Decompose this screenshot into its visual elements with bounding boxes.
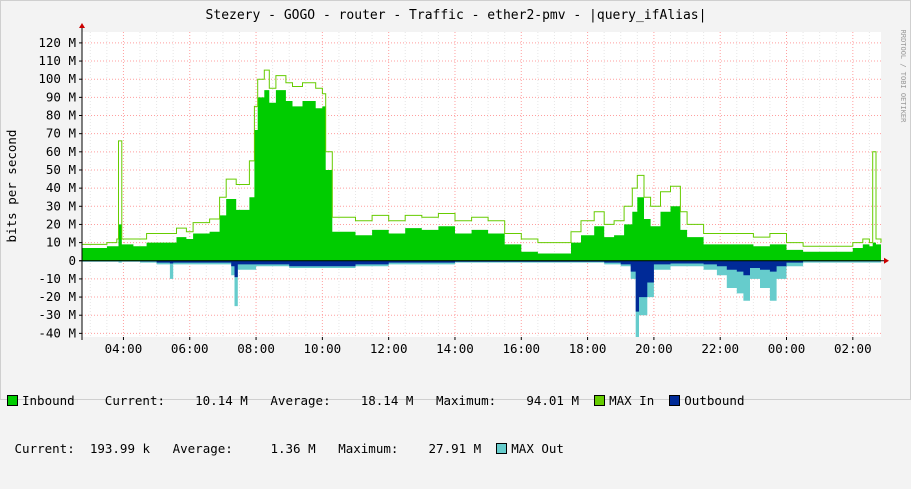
- chart-title: Stezery - GOGO - router - Traffic - ethe…: [206, 8, 707, 23]
- y-tick-label: -20 M: [38, 289, 76, 304]
- y-tick-label: -40 M: [38, 325, 76, 340]
- graph-frame: Stezery - GOGO - router - Traffic - ethe…: [0, 0, 911, 456]
- legend-outbound-maximum-value: 27.91 M: [428, 441, 482, 456]
- legend-inbound-maximum-label: Maximum:: [435, 393, 497, 408]
- y-tick-label: 100 M: [38, 71, 76, 86]
- legend-outbound-current-label: Current:: [14, 441, 75, 456]
- grid-lines: [82, 32, 881, 337]
- series-layer: [82, 69, 882, 337]
- y-tick-label: -10 M: [38, 271, 76, 286]
- y-tick-label: -30 M: [38, 307, 76, 322]
- legend-outbound-maximum-label: Maximum:: [338, 441, 399, 456]
- y-tick-label: 40 M: [46, 180, 76, 195]
- y-tick-label: 60 M: [46, 144, 76, 159]
- legend-inbound-average-label: Average:: [270, 393, 331, 408]
- legend-outbound-average-value: 1.36 M: [270, 441, 316, 456]
- x-tick-label: 18:00: [569, 341, 607, 356]
- y-tick-label: 50 M: [46, 162, 76, 177]
- legend-outbound-label: Outbound: [684, 393, 745, 408]
- legend-inbound-current-value: 10.14 M: [195, 393, 248, 408]
- y-tick-labels: 120 M 110 M 100 M 90 M 80 M 70 M 60 M 50 M 40 M 3…: [38, 35, 76, 340]
- x-tick-labels: 04:00 06:00 08:00 10:00 12:00 14:00 16:00 18:00…: [105, 341, 872, 356]
- y-tick-label: 10 M: [46, 235, 76, 250]
- legend-outbound-average-label: Average:: [172, 441, 233, 456]
- x-tick-label: 06:00: [171, 341, 209, 356]
- y-tick-label: 20 M: [46, 216, 76, 231]
- x-tick-label: 10:00: [304, 341, 342, 356]
- x-tick-label: 16:00: [502, 341, 540, 356]
- x-tick-label: 14:00: [436, 341, 474, 356]
- max-in-swatch: [594, 395, 606, 406]
- x-tick-label: 04:00: [105, 341, 143, 356]
- legend-inbound-average-value: 18.14 M: [360, 393, 414, 408]
- inbound-swatch: [7, 395, 18, 406]
- y-tick-label: 0: [68, 253, 76, 268]
- legend-inbound-label: Inbound: [22, 393, 75, 408]
- x-axis-arrow: [884, 257, 889, 264]
- y-tick-label: 70 M: [46, 126, 76, 141]
- rrdtool-watermark: RRDTOOL / TOBI OETIKER: [899, 30, 907, 124]
- max-out-swatch: [496, 443, 508, 454]
- axes-layer: [79, 23, 889, 340]
- legend: Inbound Current: 10.14 M Average: 18.14 …: [7, 361, 907, 489]
- legend-row-outbound: Current: 193.99 k Average: 1.36 M Maximu…: [7, 441, 907, 457]
- y-tick-label: 30 M: [46, 198, 76, 213]
- y-axis-label: bits per second: [4, 130, 19, 243]
- series-max-in-line: [82, 69, 882, 247]
- x-tick-label: 22:00: [701, 341, 739, 356]
- traffic-chart: Stezery - GOGO - router - Traffic - ethe…: [4, 8, 907, 356]
- x-tick-label: 12:00: [370, 341, 408, 356]
- x-tick-label: 08:00: [237, 341, 275, 356]
- legend-max-out-label: MAX Out: [511, 441, 564, 456]
- y-tick-label: 80 M: [46, 108, 76, 123]
- x-tick-label: 20:00: [635, 341, 673, 356]
- legend-inbound-current-label: Current:: [104, 393, 166, 408]
- legend-outbound-current-value: 193.99 k: [89, 441, 151, 456]
- series-inbound-area: [82, 90, 881, 261]
- y-axis-arrow: [79, 23, 85, 28]
- y-tick-label: 120 M: [38, 35, 76, 50]
- outbound-swatch: [669, 395, 681, 406]
- y-tick-label: 90 M: [46, 89, 76, 104]
- legend-inbound-maximum-value: 94.01 M: [526, 393, 579, 408]
- plot-area: [82, 32, 881, 337]
- legend-row-inbound: Inbound Current: 10.14 M Average: 18.14 …: [7, 393, 907, 409]
- x-tick-label: 00:00: [768, 341, 806, 356]
- legend-max-in-label: MAX In: [609, 393, 655, 408]
- x-tick-label: 02:00: [834, 341, 872, 356]
- y-tick-label: 110 M: [38, 53, 76, 68]
